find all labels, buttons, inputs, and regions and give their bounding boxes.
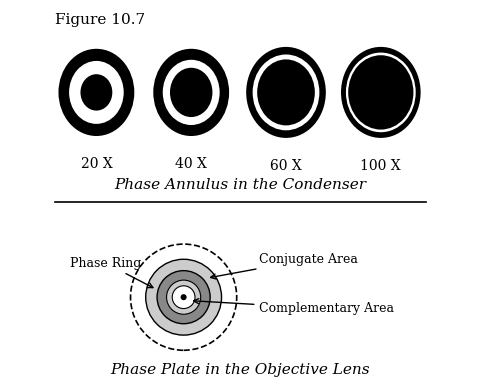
Ellipse shape <box>348 55 413 129</box>
Text: Complementary Area: Complementary Area <box>193 299 394 315</box>
Text: Figure 10.7: Figure 10.7 <box>55 13 144 27</box>
Text: 60 X: 60 X <box>270 159 301 173</box>
Circle shape <box>166 280 200 314</box>
Circle shape <box>157 270 210 324</box>
Ellipse shape <box>340 47 420 138</box>
Text: Conjugate Area: Conjugate Area <box>210 253 358 279</box>
Text: 20 X: 20 X <box>80 157 112 171</box>
Ellipse shape <box>257 60 314 125</box>
Circle shape <box>172 286 194 309</box>
Text: 100 X: 100 X <box>360 159 400 173</box>
Ellipse shape <box>59 49 134 136</box>
Text: Phase Plate in the Objective Lens: Phase Plate in the Objective Lens <box>110 363 370 377</box>
Ellipse shape <box>162 60 219 125</box>
Ellipse shape <box>153 49 228 136</box>
Ellipse shape <box>169 68 212 117</box>
Ellipse shape <box>80 74 112 111</box>
Ellipse shape <box>252 55 319 130</box>
Circle shape <box>130 244 236 350</box>
Ellipse shape <box>246 47 325 138</box>
Ellipse shape <box>345 53 415 132</box>
Text: Phase Ring: Phase Ring <box>70 257 153 288</box>
Ellipse shape <box>69 61 123 124</box>
Circle shape <box>145 259 221 335</box>
Text: 40 X: 40 X <box>175 157 207 171</box>
Text: Phase Annulus in the Condenser: Phase Annulus in the Condenser <box>114 178 366 192</box>
Circle shape <box>180 294 186 300</box>
